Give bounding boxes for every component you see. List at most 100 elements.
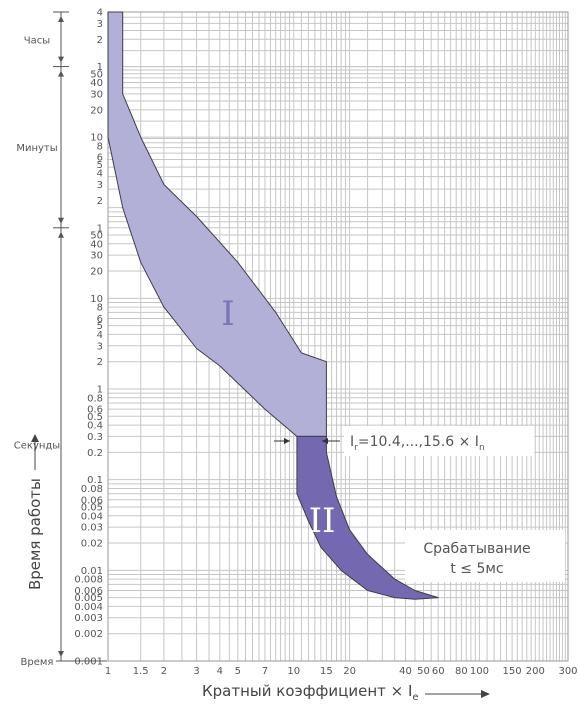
x-tick-label: 10 [287,666,300,677]
ir-arrowhead-right [322,438,328,444]
y-tick-label: 4 [97,8,103,19]
x-tick-label: 1 [105,666,111,677]
x-tick-label: 7 [262,666,268,677]
x-tick-label: 5 [235,666,241,677]
region-II-label: II [309,501,336,541]
y-tick-label: 20 [90,105,103,116]
time-band-label: Минуты [16,143,57,154]
y-tick-label: 0.02 [81,539,103,550]
ir-annotation: Ir=10.4,...,15.6 × In [274,426,534,456]
x-tick-label: 300 [558,666,577,677]
y-tick-label: 0.8 [87,393,103,404]
y-tick-label: 0.006 [74,586,103,597]
x-tick-label: 1.5 [133,666,149,677]
y-tick-label: 0.003 [74,613,103,624]
x-tick-label: 2 [161,666,167,677]
y-tick-label: 0.6 [87,405,103,416]
y-tick-label: 5 [97,160,103,171]
ir-label: Ir=10.4,...,15.6 × In [350,434,485,453]
y-tick-label: 30 [90,89,103,100]
y-tick-label: 0.3 [87,432,103,443]
y-tick-label: 0.001 [74,657,103,668]
region-I-label: I [221,294,234,334]
y-tick-label: 0.1 [87,475,103,486]
y-tick-label: 0.4 [87,421,103,432]
y-tick-label: 0.03 [81,523,103,534]
y-tick-label: 0.004 [74,602,103,613]
y-tick-label: 0.005 [74,593,103,604]
y-tick-label: 6 [97,153,103,164]
region-I [107,11,327,437]
time-band-label: Секунды [14,440,60,451]
y-tick-label: 40 [90,78,103,89]
y-tick-label: 4 [97,169,103,180]
trip-note-line2: t ≤ 5мс [450,561,503,577]
band-arrow [58,651,64,657]
time-band-label: Время [21,657,54,668]
band-label-bg [18,140,56,155]
ir-label-box [344,426,534,456]
y-tick-label: 0.008 [74,575,103,586]
y-tick-label: 0.05 [81,502,103,513]
band-arrow [58,231,64,238]
y-tick-label: 3 [97,19,103,30]
y-axis-arrowhead [31,434,39,442]
band-arrow [58,70,64,77]
y-tick-label: 4 [97,330,103,341]
plot-frame [107,11,569,662]
y-tick-label: 6 [97,314,103,325]
y-tick-label: 2 [97,35,103,46]
y-tick-label: 3 [97,180,103,191]
y-tick-label: 0.08 [81,484,103,495]
y-tick-label: 50 [90,230,103,241]
trip-note-box [405,530,565,582]
band-label-bg [18,32,56,47]
y-tick-label: 1 [97,223,103,234]
y-tick-label: 1 [97,385,103,396]
x-tick-label: 100 [470,666,489,677]
x-axis-title-group: Кратный коэффициент × Ie [202,682,490,703]
region-II [296,435,439,600]
trip-note-line1: Срабатывание [423,541,530,557]
y-tick-label: 2 [97,196,103,207]
x-tick-label: 80 [455,666,468,677]
trip-regions [107,11,439,600]
y-tick-label: 20 [90,267,103,278]
band-arrow [58,16,64,22]
y-tick-label: 0.2 [87,448,103,459]
time-bands: Часы Минуты Секунды Время [14,11,107,668]
y-tick-label: 40 [90,239,103,250]
y-tick-label: 10 [90,133,103,144]
x-tick-labels: 1 1.5 2 3 4 5 7 10 15 20 40 50 60 80 100 150 200 300 [105,666,578,677]
x-tick-label: 4 [217,666,223,677]
y-tick-label: 30 [90,251,103,262]
x-tick-label: 40 [399,666,412,677]
x-tick-label: 20 [343,666,356,677]
x-tick-label: 60 [432,666,445,677]
band-arrow [58,217,64,224]
x-tick-label: 200 [526,666,545,677]
y-tick-label: 10 [90,294,103,305]
band-label-bg [18,437,56,452]
x-tick-label: 150 [503,666,522,677]
y-tick-label: 0.01 [81,566,103,577]
y-axis-title: Время работы [26,478,44,590]
y-tick-label: 0.002 [74,629,103,640]
y-tick-label: 2 [97,357,103,368]
y-tick-label: 0.06 [81,495,103,506]
y-tick-labels: 432150403020108654321504030201086543210.… [74,8,103,668]
band-arrow [58,56,64,63]
x-tick-label: 50 [417,666,430,677]
y-tick-label: 1 [97,62,103,73]
y-tick-label: 8 [97,303,103,314]
x-axis-title: Кратный коэффициент × Ie [202,682,419,703]
y-tick-label: 0.04 [81,511,103,522]
y-tick-label: 3 [97,341,103,352]
x-axis-arrowhead [481,690,490,698]
y-tick-label: 50 [90,69,103,80]
y-tick-label: 8 [97,141,103,152]
x-tick-label: 15 [320,666,333,677]
band-label-bg [18,654,56,668]
x-tick-label: 3 [193,666,199,677]
